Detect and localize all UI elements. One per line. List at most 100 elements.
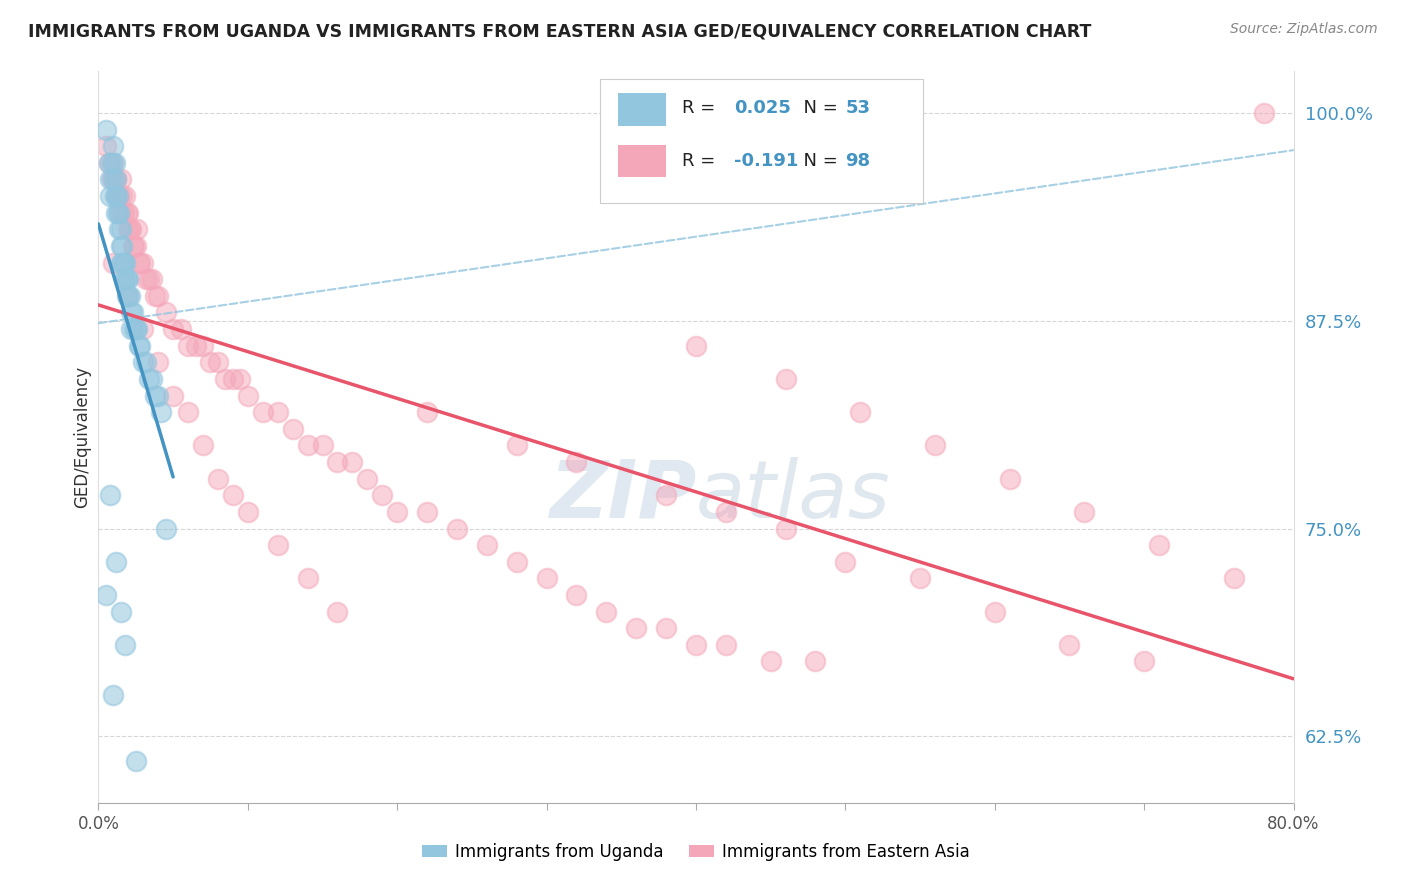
Point: [685, 638, 707, 652]
Point: [1059, 638, 1081, 652]
Point: [207, 355, 229, 369]
Text: 0.025: 0.025: [734, 99, 792, 117]
Point: [120, 222, 142, 236]
Point: [371, 488, 394, 502]
Point: [117, 205, 139, 219]
Point: [110, 172, 132, 186]
Point: [103, 139, 125, 153]
Point: [103, 688, 125, 702]
Point: [297, 571, 319, 585]
Point: [984, 605, 1007, 619]
Point: [326, 455, 349, 469]
Point: [121, 305, 143, 319]
Point: [150, 405, 173, 419]
Point: [162, 388, 184, 402]
Point: [1223, 571, 1246, 585]
Point: [714, 505, 737, 519]
Point: [1073, 505, 1095, 519]
Point: [94, 588, 117, 602]
Point: [97, 155, 120, 169]
Point: [655, 488, 678, 502]
Point: [115, 205, 138, 219]
Point: [759, 655, 782, 669]
Point: [281, 422, 304, 436]
Point: [356, 472, 378, 486]
Point: [252, 405, 274, 419]
Text: N =: N =: [792, 99, 844, 117]
Point: [297, 438, 319, 452]
Point: [565, 455, 588, 469]
Point: [135, 272, 157, 286]
Point: [1133, 655, 1156, 669]
Point: [714, 638, 737, 652]
Point: [135, 355, 157, 369]
Point: [107, 189, 129, 203]
Point: [184, 338, 207, 352]
Point: [111, 255, 134, 269]
Point: [138, 372, 160, 386]
Point: [97, 155, 120, 169]
Text: atlas: atlas: [696, 457, 891, 534]
Point: [132, 255, 155, 269]
Text: IMMIGRANTS FROM UGANDA VS IMMIGRANTS FROM EASTERN ASIA GED/EQUIVALENCY CORRELATI: IMMIGRANTS FROM UGANDA VS IMMIGRANTS FRO…: [28, 22, 1091, 40]
Point: [655, 621, 678, 635]
Point: [127, 322, 149, 336]
Point: [416, 505, 439, 519]
Point: [169, 322, 191, 336]
Point: [101, 155, 124, 169]
Point: [110, 222, 132, 236]
Point: [342, 455, 364, 469]
Point: [685, 338, 707, 352]
Point: [98, 172, 122, 186]
Point: [626, 621, 648, 635]
Point: [98, 488, 122, 502]
Point: [191, 438, 214, 452]
Point: [124, 322, 146, 336]
Point: [326, 605, 349, 619]
Point: [94, 122, 117, 136]
Point: [565, 588, 588, 602]
Point: [105, 205, 128, 219]
Point: [222, 488, 245, 502]
Point: [849, 405, 872, 419]
Point: [120, 322, 142, 336]
Legend: Immigrants from Uganda, Immigrants from Eastern Asia: Immigrants from Uganda, Immigrants from …: [415, 837, 977, 868]
Point: [506, 438, 529, 452]
Point: [267, 538, 290, 552]
Bar: [619, 145, 666, 178]
Point: [416, 405, 439, 419]
Text: N =: N =: [792, 152, 844, 169]
Point: [114, 255, 136, 269]
Point: [267, 405, 290, 419]
Point: [385, 505, 409, 519]
Bar: [619, 94, 666, 126]
Text: Source: ZipAtlas.com: Source: ZipAtlas.com: [1230, 22, 1378, 37]
Point: [111, 189, 134, 203]
Point: [108, 189, 131, 203]
Point: [117, 222, 139, 236]
Point: [229, 372, 252, 386]
Point: [177, 338, 200, 352]
Point: [117, 289, 139, 303]
Text: R =: R =: [682, 152, 721, 169]
Point: [506, 555, 529, 569]
Point: [143, 388, 166, 402]
Point: [110, 239, 132, 253]
Point: [115, 289, 138, 303]
Point: [155, 305, 177, 319]
Point: [105, 172, 128, 186]
Point: [222, 372, 245, 386]
Point: [475, 538, 498, 552]
Point: [118, 222, 141, 236]
Point: [155, 521, 177, 535]
Point: [125, 322, 148, 336]
Point: [148, 388, 170, 402]
Point: [110, 605, 132, 619]
Point: [107, 205, 129, 219]
Point: [775, 372, 797, 386]
Point: [446, 521, 468, 535]
Point: [108, 205, 131, 219]
Point: [148, 355, 170, 369]
Point: [998, 472, 1021, 486]
Point: [138, 272, 160, 286]
